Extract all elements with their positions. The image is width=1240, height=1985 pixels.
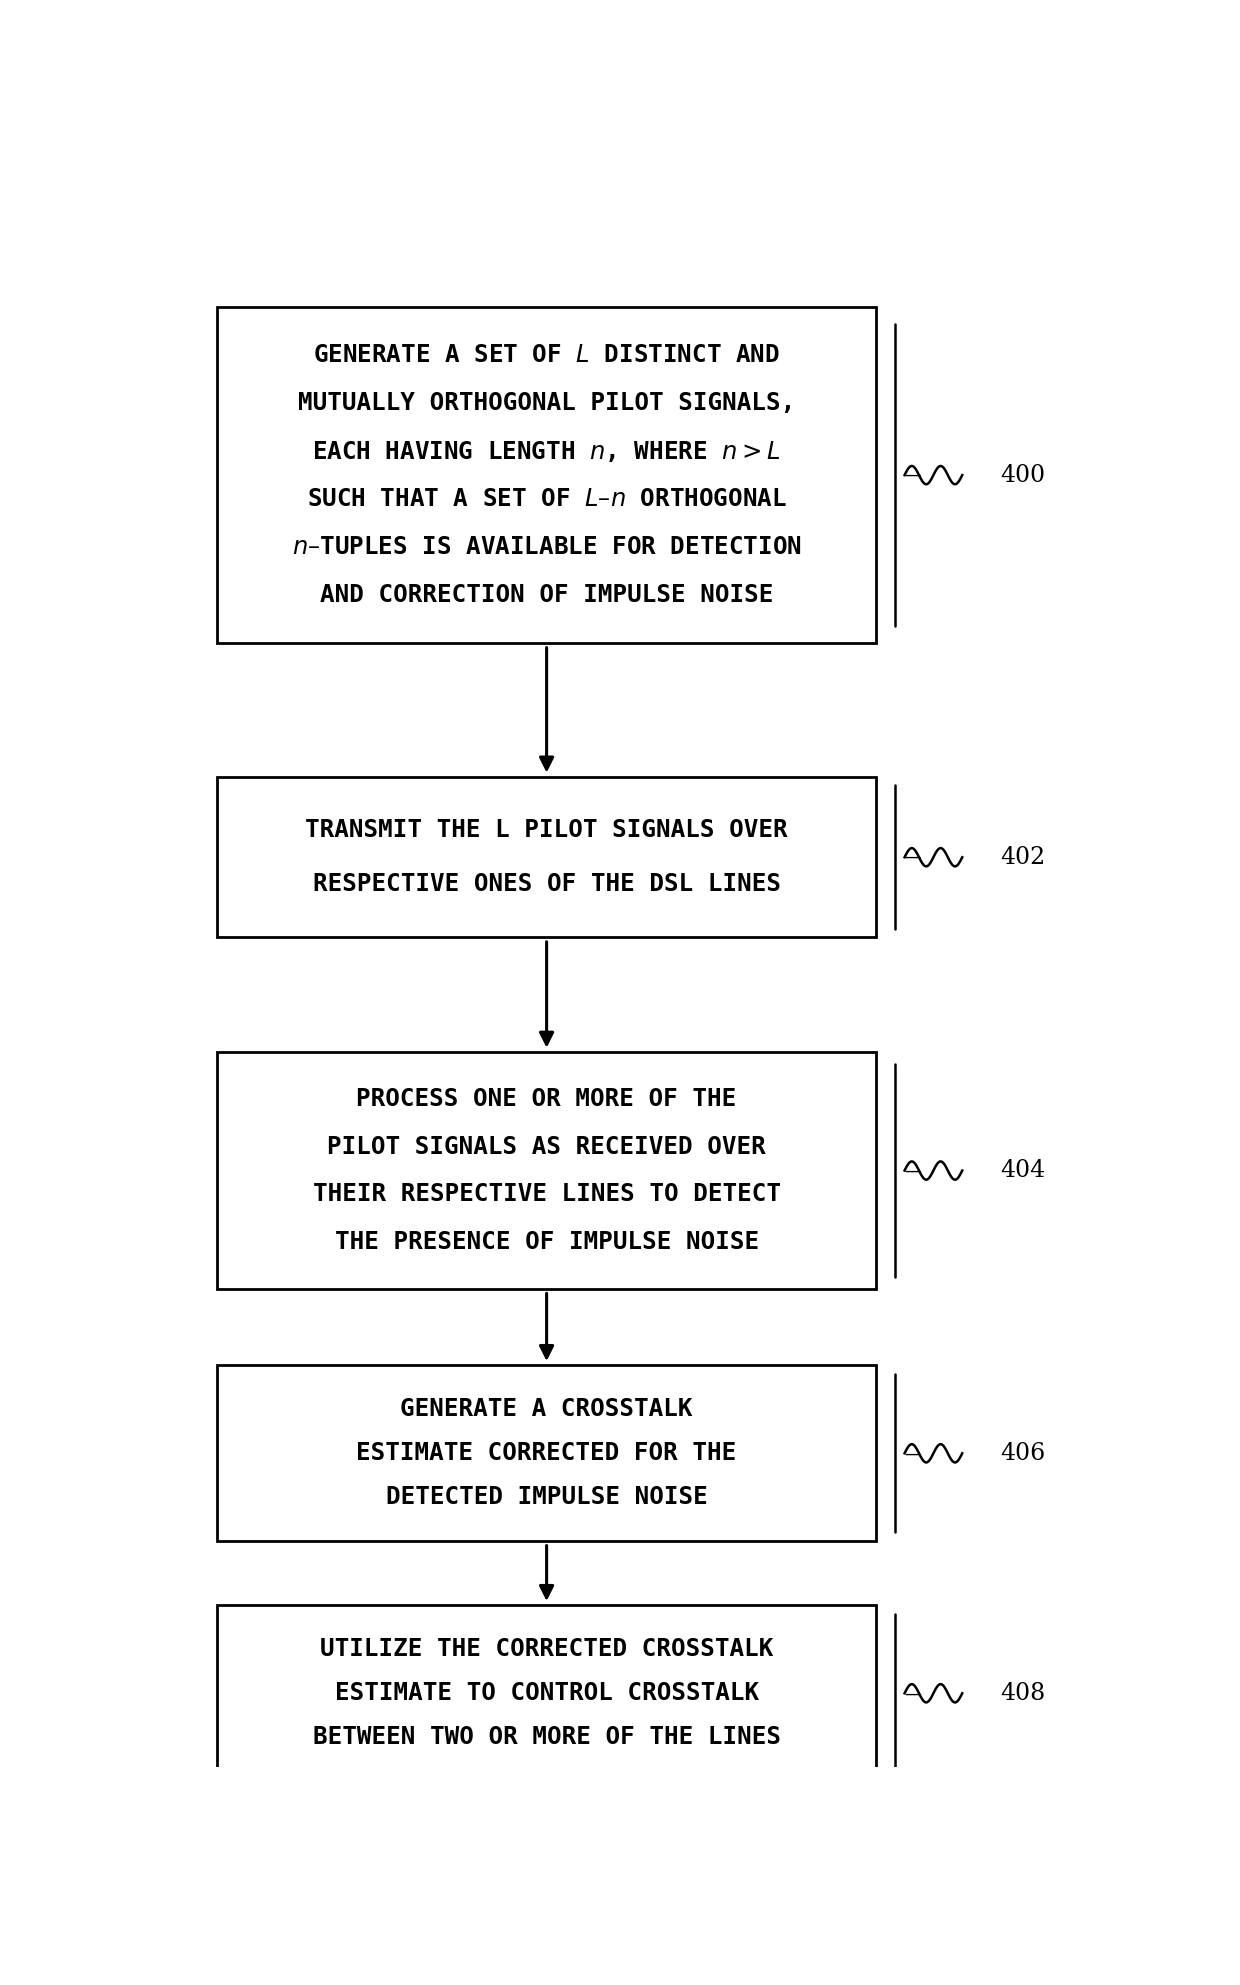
Text: DETECTED IMPULSE NOISE: DETECTED IMPULSE NOISE [386, 1485, 708, 1509]
Text: 400: 400 [1001, 464, 1045, 486]
Text: —: — [905, 1161, 921, 1179]
Text: 406: 406 [1001, 1441, 1045, 1465]
Text: MUTUALLY ORTHOGONAL PILOT SIGNALS,: MUTUALLY ORTHOGONAL PILOT SIGNALS, [298, 391, 795, 415]
Bar [217, 1366, 875, 1540]
Text: 408: 408 [1001, 1681, 1045, 1705]
Text: THE PRESENCE OF IMPULSE NOISE: THE PRESENCE OF IMPULSE NOISE [335, 1229, 759, 1255]
Text: —: — [905, 848, 921, 865]
Text: BETWEEN TWO OR MORE OF THE LINES: BETWEEN TWO OR MORE OF THE LINES [312, 1725, 781, 1749]
Text: GENERATE A CROSSTALK: GENERATE A CROSSTALK [401, 1397, 693, 1421]
Text: PROCESS ONE OR MORE OF THE: PROCESS ONE OR MORE OF THE [356, 1088, 737, 1112]
Text: ESTIMATE TO CONTROL CROSSTALK: ESTIMATE TO CONTROL CROSSTALK [335, 1681, 759, 1705]
Text: GENERATE A SET OF $\mathit{L}$ DISTINCT AND: GENERATE A SET OF $\mathit{L}$ DISTINCT … [314, 343, 780, 367]
Text: —: — [905, 466, 921, 484]
Text: 404: 404 [1001, 1159, 1045, 1181]
Text: RESPECTIVE ONES OF THE DSL LINES: RESPECTIVE ONES OF THE DSL LINES [312, 871, 781, 895]
Text: EACH HAVING LENGTH $\mathit{n}$, WHERE $\mathit{n} > \mathit{L}$: EACH HAVING LENGTH $\mathit{n}$, WHERE $… [312, 439, 781, 464]
Text: $\mathit{n}$–TUPLES IS AVAILABLE FOR DETECTION: $\mathit{n}$–TUPLES IS AVAILABLE FOR DET… [291, 536, 801, 560]
Text: 402: 402 [1001, 846, 1045, 869]
Bar [217, 776, 875, 937]
Text: —: — [905, 1445, 921, 1463]
Text: ESTIMATE CORRECTED FOR THE: ESTIMATE CORRECTED FOR THE [356, 1441, 737, 1465]
Bar [217, 1606, 875, 1781]
Bar [217, 308, 875, 643]
Bar [217, 1052, 875, 1288]
Text: PILOT SIGNALS AS RECEIVED OVER: PILOT SIGNALS AS RECEIVED OVER [327, 1135, 766, 1159]
Text: SUCH THAT A SET OF $\mathit{L}$–$\mathit{n}$ ORTHOGONAL: SUCH THAT A SET OF $\mathit{L}$–$\mathit… [306, 486, 786, 510]
Text: —: — [905, 1685, 921, 1703]
Text: UTILIZE THE CORRECTED CROSSTALK: UTILIZE THE CORRECTED CROSSTALK [320, 1638, 774, 1661]
Text: TRANSMIT THE L PILOT SIGNALS OVER: TRANSMIT THE L PILOT SIGNALS OVER [305, 818, 787, 842]
Text: AND CORRECTION OF IMPULSE NOISE: AND CORRECTION OF IMPULSE NOISE [320, 584, 774, 607]
Text: THEIR RESPECTIVE LINES TO DETECT: THEIR RESPECTIVE LINES TO DETECT [312, 1183, 781, 1207]
